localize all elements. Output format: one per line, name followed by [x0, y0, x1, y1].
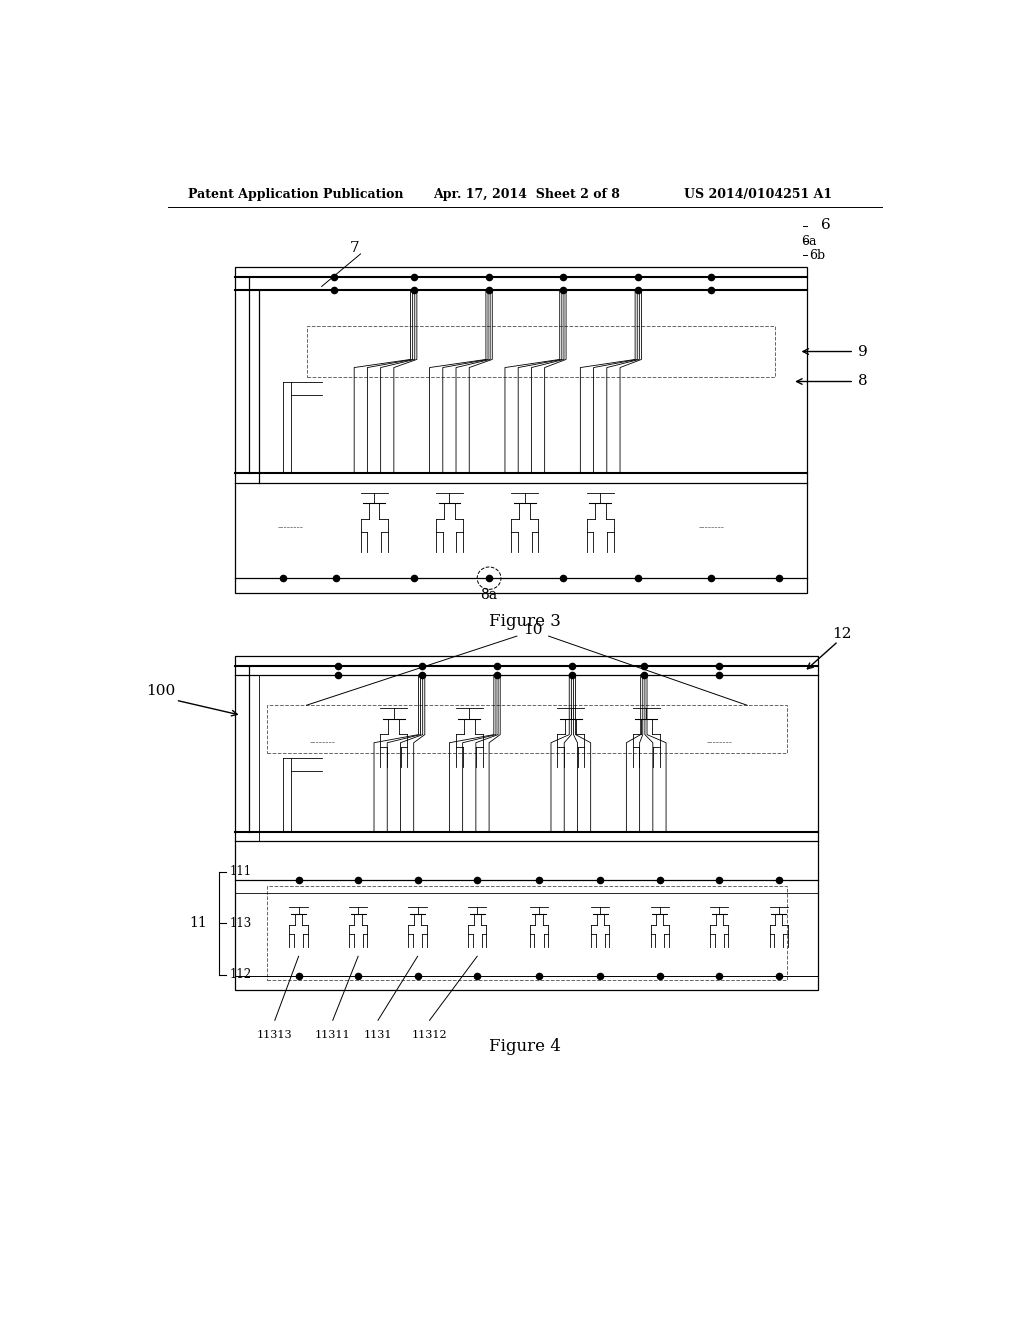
Point [711, 664, 727, 685]
Point [410, 965, 426, 986]
Text: 8a: 8a [480, 587, 498, 602]
Bar [236, 267, 807, 594]
Point [530, 965, 547, 986]
Point [555, 568, 571, 589]
Point [326, 267, 342, 288]
Point [630, 568, 646, 589]
Point [481, 568, 498, 589]
Text: 8: 8 [858, 375, 867, 388]
Text: --------: -------- [707, 738, 732, 747]
Text: 6b: 6b [809, 249, 825, 263]
Point [481, 267, 498, 288]
Text: --------: -------- [278, 523, 304, 532]
Point [488, 664, 505, 685]
Text: --------: -------- [698, 523, 724, 532]
Point [469, 965, 485, 986]
Point [274, 568, 291, 589]
Point [488, 655, 505, 676]
Point [711, 655, 727, 676]
Point [406, 267, 422, 288]
Point [330, 664, 346, 685]
Text: 6: 6 [821, 218, 831, 231]
Point [530, 870, 547, 891]
Point [564, 655, 581, 676]
Text: 11312: 11312 [412, 1031, 447, 1040]
Text: 1131: 1131 [364, 1031, 392, 1040]
Point [414, 655, 430, 676]
Bar [306, 326, 775, 378]
Point [555, 267, 571, 288]
Text: 113: 113 [229, 917, 252, 929]
Point [630, 267, 646, 288]
Point [469, 870, 485, 891]
Text: --------: -------- [309, 738, 336, 747]
Point [636, 664, 652, 685]
Point [555, 279, 571, 300]
Point [703, 267, 720, 288]
Text: 6a: 6a [801, 235, 817, 248]
Point [414, 664, 430, 685]
Point [564, 664, 581, 685]
Text: 12: 12 [833, 627, 852, 642]
Text: 111: 111 [229, 866, 252, 878]
Bar [267, 705, 786, 752]
Point [711, 870, 727, 891]
Point [410, 870, 426, 891]
Text: 11313: 11313 [257, 1031, 293, 1040]
Point [703, 279, 720, 300]
Text: 9: 9 [858, 345, 868, 359]
Point [481, 279, 498, 300]
Text: 11311: 11311 [315, 1031, 350, 1040]
Point [330, 655, 346, 676]
Point [291, 870, 307, 891]
Point [630, 279, 646, 300]
Text: Figure 4: Figure 4 [488, 1038, 561, 1055]
Point [770, 870, 786, 891]
Point [350, 870, 367, 891]
Point [406, 568, 422, 589]
Text: 112: 112 [229, 968, 252, 981]
Point [328, 568, 344, 589]
Point [326, 279, 342, 300]
Bar [236, 656, 818, 990]
Point [703, 568, 720, 589]
Point [770, 965, 786, 986]
Point [592, 870, 608, 891]
Point [350, 965, 367, 986]
Text: 10: 10 [523, 623, 543, 638]
Text: 11: 11 [189, 916, 207, 931]
Text: Apr. 17, 2014  Sheet 2 of 8: Apr. 17, 2014 Sheet 2 of 8 [433, 189, 621, 202]
Text: Patent Application Publication: Patent Application Publication [187, 189, 403, 202]
Point [592, 965, 608, 986]
Text: 7: 7 [349, 242, 359, 255]
Point [651, 870, 668, 891]
Bar [267, 886, 786, 979]
Point [406, 279, 422, 300]
Point [651, 965, 668, 986]
Text: 100: 100 [146, 684, 176, 698]
Point [770, 568, 786, 589]
Point [636, 655, 652, 676]
Point [711, 965, 727, 986]
Text: US 2014/0104251 A1: US 2014/0104251 A1 [684, 189, 831, 202]
Point [291, 965, 307, 986]
Text: Figure 3: Figure 3 [488, 612, 561, 630]
